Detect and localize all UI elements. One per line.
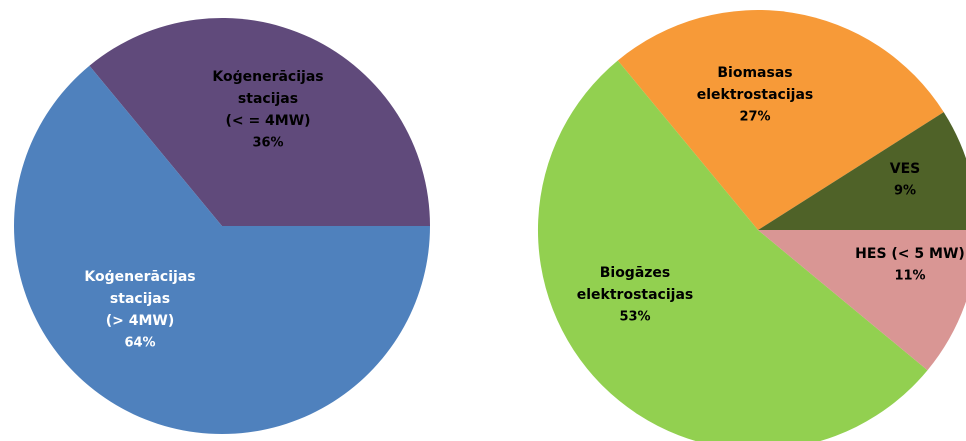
data-label-text: elektrostacijas — [697, 87, 813, 103]
data-label-text: (< = 4MW) — [225, 113, 310, 129]
data-label-value: 64% — [124, 336, 155, 351]
data-label-biomasas-elektrostacijas: Biomasas elektrostacijas 27% — [697, 65, 813, 125]
data-label-text: VES — [890, 161, 920, 177]
data-label-ves: VES 9% — [890, 161, 920, 199]
pie-slice-ves — [758, 112, 966, 230]
data-label-text: Koģenerācijas — [84, 269, 195, 285]
data-label-text: (> 4MW) — [106, 313, 175, 329]
data-label-value: 53% — [619, 310, 650, 325]
data-label-text: Biomasas — [717, 65, 792, 81]
data-label-text: Koģenerācijas — [212, 69, 323, 85]
data-label-text: HES (< 5 MW) — [855, 246, 965, 262]
data-label-text: stacijas — [110, 291, 170, 307]
data-label-biogazes-elektrostacijas: Biogāzes elektrostacijas 53% — [577, 265, 693, 325]
data-label-value: 9% — [894, 184, 916, 199]
data-label-text: elektrostacijas — [577, 287, 693, 303]
data-label-value: 11% — [894, 269, 925, 284]
pie-slice-biomasas-elektrostacijas — [617, 10, 944, 231]
data-label-kogeneracijas-stacijas-4mw: Koģenerācijas stacijas (> 4MW) 64% — [84, 269, 195, 351]
pie-slice-hes-5-mw — [758, 230, 966, 371]
data-label-value: 36% — [252, 136, 283, 151]
data-label-kogeneracijas-stacijas-4mw: Koģenerācijas stacijas (< = 4MW) 36% — [212, 69, 323, 151]
data-label-text: stacijas — [238, 91, 298, 107]
data-label-value: 27% — [739, 110, 770, 125]
pie-slice-kogeneracijas-stacijas-4mw — [13, 65, 431, 435]
data-label-text: Biogāzes — [600, 265, 671, 281]
pie-slice-kogeneracijas-stacijas-4mw — [89, 18, 431, 226]
pie-slice-biogazes-elektrostacijas — [537, 60, 928, 441]
data-label-hes-5-mw: HES (< 5 MW) 11% — [855, 246, 965, 284]
